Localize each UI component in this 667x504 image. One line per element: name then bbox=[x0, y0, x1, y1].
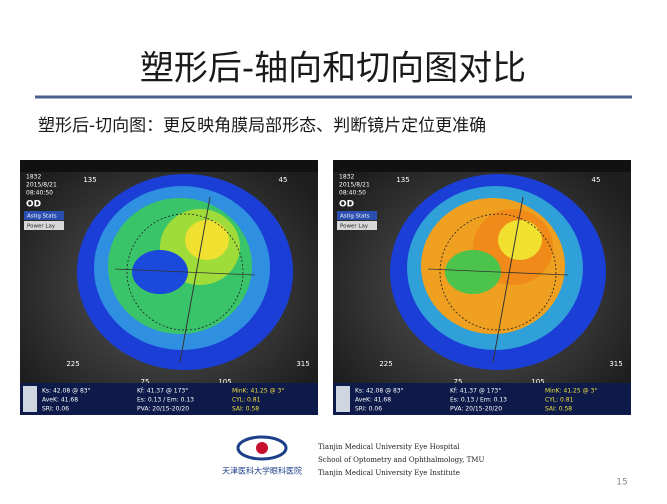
panel-button[interactable] bbox=[24, 221, 64, 230]
axis-label: 225 bbox=[379, 360, 392, 368]
stats-bar bbox=[333, 383, 631, 415]
optic-zone bbox=[126, 213, 244, 331]
axis-label: 225 bbox=[66, 360, 79, 368]
map-zone bbox=[132, 250, 188, 294]
eye-label: OD bbox=[26, 200, 41, 210]
axis-label: 105 bbox=[531, 378, 544, 386]
axis-label: 75 bbox=[141, 378, 150, 386]
stat-value: SAI: 0.58 bbox=[232, 406, 259, 413]
axis-label: 45 bbox=[592, 176, 601, 184]
panel-button[interactable] bbox=[337, 211, 377, 220]
axis-label: 135 bbox=[396, 176, 409, 184]
axis-line bbox=[114, 268, 256, 276]
stat-value: AveK: 41.68 bbox=[355, 397, 391, 404]
institution: School of Optometry and Ophthalmology, T… bbox=[318, 456, 484, 464]
axis-label: 105 bbox=[218, 378, 231, 386]
page-number: 15 bbox=[616, 478, 627, 488]
stat-value: SAI: 0.58 bbox=[545, 406, 572, 413]
scan-date: 2015/8/21 bbox=[339, 182, 370, 189]
institution: Tianjin Medical University Eye Institute bbox=[318, 469, 460, 477]
map-zone bbox=[498, 220, 542, 260]
logo-text: 天津医科大学眼科医院 bbox=[222, 466, 302, 476]
axis-line bbox=[427, 268, 569, 276]
panel-button[interactable] bbox=[337, 221, 377, 230]
stat-value: AveK: 41.68 bbox=[42, 397, 78, 404]
axis-label: 315 bbox=[296, 360, 309, 368]
map-zone bbox=[185, 220, 229, 260]
stat-value: CYL: 0.81 bbox=[232, 397, 261, 404]
axis-label: 45 bbox=[279, 176, 288, 184]
stats-icon[interactable] bbox=[336, 386, 350, 412]
stat-value: Es: 0.13 / Em: 0.13 bbox=[450, 397, 507, 404]
logo: 天津医科大学眼科医院 bbox=[222, 435, 302, 476]
optic-zone bbox=[439, 213, 557, 331]
scan-time: 08:40:50 bbox=[26, 190, 53, 197]
stat-value: Ks: 42.08 @ 83° bbox=[42, 388, 91, 395]
stat-value: PVA: 20/15-20/20 bbox=[137, 406, 189, 413]
map-zone bbox=[445, 250, 501, 294]
stats-bar bbox=[20, 383, 318, 415]
stat-value: Kf: 41.37 @ 173° bbox=[450, 388, 501, 395]
stat-value: Es: 0.13 / Em: 0.13 bbox=[137, 397, 194, 404]
eye-label: OD bbox=[339, 200, 354, 210]
axis-line bbox=[179, 196, 211, 363]
panel-button-label: Power Lay bbox=[340, 224, 369, 230]
stat-value: Kf: 41.37 @ 173° bbox=[137, 388, 188, 395]
stat-value: SRI: 0.06 bbox=[42, 406, 69, 413]
scan-id: 1832 bbox=[26, 174, 41, 181]
stat-value: PVA: 20/15-20/20 bbox=[450, 406, 502, 413]
institution: Tianjin Medical University Eye Hospital bbox=[318, 443, 460, 451]
stats-icon[interactable] bbox=[23, 386, 37, 412]
panel-button-label: Power Lay bbox=[27, 224, 56, 230]
scan-id: 1832 bbox=[339, 174, 354, 181]
axis-label: 135 bbox=[83, 176, 96, 184]
axis-line bbox=[492, 196, 524, 363]
slide-title: 塑形后-轴向和切向图对比 bbox=[140, 49, 526, 89]
panel-button-label: Astig Stats bbox=[340, 214, 370, 220]
stat-value: SRI: 0.06 bbox=[355, 406, 382, 413]
scan-time: 08:40:50 bbox=[339, 190, 366, 197]
scan-date: 2015/8/21 bbox=[26, 182, 57, 189]
panel-button-label: Astig Stats bbox=[27, 214, 57, 220]
panel-button[interactable] bbox=[24, 211, 64, 220]
axis-label: 315 bbox=[609, 360, 622, 368]
stat-value: Ks: 42.08 @ 83° bbox=[355, 388, 404, 395]
panel-header bbox=[20, 160, 318, 172]
stat-value: MinK: 41.25 @ 3° bbox=[545, 388, 597, 395]
axis-label: 75 bbox=[454, 378, 463, 386]
panel-header bbox=[333, 160, 631, 172]
stat-value: MinK: 41.25 @ 3° bbox=[232, 388, 284, 395]
slide-subtitle: 塑形后-切向图：更反映角膜局部形态、判断镜片定位更准确 bbox=[38, 116, 486, 136]
stat-value: CYL: 0.81 bbox=[545, 397, 574, 404]
